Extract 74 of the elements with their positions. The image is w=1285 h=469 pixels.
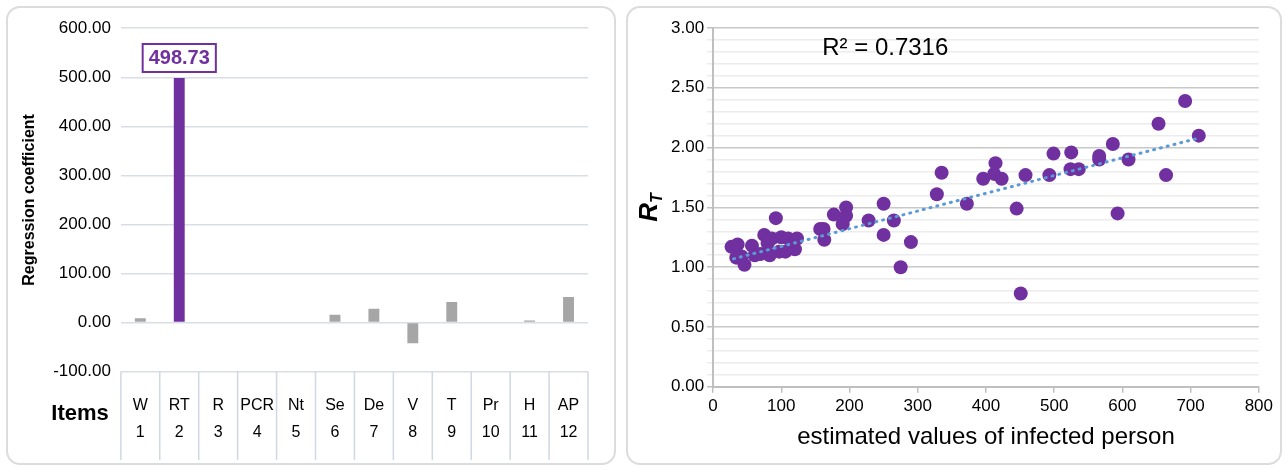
bar — [563, 297, 574, 322]
point — [934, 165, 949, 180]
point — [730, 237, 745, 252]
y-tick-label: 2.50 — [670, 77, 705, 97]
y-tick-label: 0.00 — [670, 376, 705, 396]
point — [903, 235, 918, 250]
x-tick-label: Se 6 — [325, 395, 345, 440]
point — [1159, 168, 1174, 183]
y-axis-title: RT — [633, 191, 666, 222]
point — [1110, 206, 1125, 221]
point — [1013, 286, 1028, 301]
point — [1105, 137, 1120, 152]
y-tick-label: 1.00 — [670, 256, 705, 276]
point — [768, 211, 783, 226]
y-tick-label: -100.00 — [53, 361, 111, 381]
point — [826, 207, 841, 222]
x-axis-title: estimated values of infected person — [797, 422, 1175, 450]
y-tick-label: 0.00 — [77, 312, 111, 332]
x-tick-label: T 9 — [446, 395, 457, 440]
point — [1178, 93, 1193, 108]
bar — [407, 323, 419, 344]
x-tick-label: H 11 — [521, 395, 539, 440]
x-tick-label: R 3 — [212, 395, 224, 440]
bar — [329, 314, 341, 322]
point — [876, 196, 891, 211]
y-axis-title: Regression coefficient — [20, 113, 38, 286]
x-tick-label: Pr 10 — [481, 395, 500, 440]
x-tick-label: 600 — [1108, 395, 1137, 415]
bar — [368, 308, 380, 322]
point — [994, 171, 1009, 186]
x-tick-label: 300 — [903, 395, 932, 415]
point — [1191, 128, 1206, 143]
x-tick-label: AP 12 — [557, 395, 580, 440]
x-tick-label: 400 — [971, 395, 1001, 415]
x-tick-label: V 8 — [407, 395, 419, 440]
y-tick-label: 3.00 — [670, 17, 705, 37]
x-tick-label: W 1 — [132, 395, 149, 440]
y-tick-label: 600.00 — [58, 17, 111, 37]
y-tick-label: 300.00 — [58, 165, 111, 185]
y-tick-label: 500.00 — [58, 66, 111, 86]
x-tick-label: Nt 5 — [288, 395, 305, 440]
y-tick-label: 100.00 — [58, 263, 111, 283]
y-tick-label: 0.50 — [670, 316, 705, 336]
point — [1151, 116, 1166, 131]
bar — [446, 301, 458, 322]
point — [876, 227, 891, 242]
point — [929, 187, 944, 202]
y-tick-label: 200.00 — [58, 214, 111, 234]
x-tick-label: 100 — [767, 395, 796, 415]
point — [1018, 168, 1033, 183]
x-tick-label: 0 — [708, 395, 718, 415]
point — [1009, 201, 1024, 216]
x-tick-label: 200 — [835, 395, 864, 415]
point — [976, 171, 991, 186]
x-tick-label: De 7 — [363, 395, 385, 440]
point — [988, 156, 1003, 171]
x-tick-label: 500 — [1039, 395, 1069, 415]
bar — [134, 318, 146, 322]
point — [1064, 145, 1079, 160]
bar — [173, 77, 185, 322]
data-label: 498.73 — [148, 46, 210, 69]
point — [959, 196, 974, 211]
x-tick-label: 700 — [1176, 395, 1205, 415]
y-tick-label: 400.00 — [58, 116, 111, 135]
point — [893, 260, 908, 275]
x-axis-title: Items — [51, 399, 109, 425]
annotation: R² = 0.7316 — [822, 32, 949, 60]
x-tick-label: RT 2 — [168, 395, 190, 440]
point — [737, 257, 752, 272]
x-tick-label: 800 — [1244, 395, 1274, 415]
y-tick-label: 2.00 — [670, 137, 705, 157]
y-tick-label: 1.50 — [670, 197, 705, 217]
point — [1046, 146, 1061, 161]
x-tick-label: PCR 4 — [240, 395, 274, 440]
